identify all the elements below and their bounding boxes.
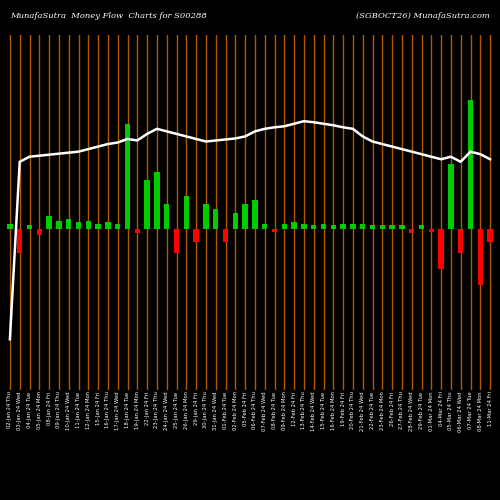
Bar (272, 228, 277, 232)
Bar (184, 196, 189, 228)
Bar (399, 226, 404, 228)
Bar (252, 200, 258, 228)
Bar (301, 224, 306, 228)
Bar (390, 226, 395, 228)
Bar (232, 212, 238, 228)
Bar (380, 226, 385, 228)
Text: (SGBOCT26) MunafaSutra.com: (SGBOCT26) MunafaSutra.com (356, 12, 490, 20)
Bar (438, 228, 444, 269)
Text: MunafaSutra  Money Flow  Charts for S00288: MunafaSutra Money Flow Charts for S00288 (10, 12, 207, 20)
Bar (262, 224, 268, 228)
Bar (458, 228, 464, 253)
Bar (17, 228, 22, 253)
Bar (282, 224, 287, 228)
Bar (488, 228, 493, 241)
Bar (66, 219, 71, 228)
Bar (203, 204, 208, 229)
Bar (7, 224, 12, 228)
Bar (46, 216, 52, 228)
Bar (115, 224, 120, 228)
Bar (223, 228, 228, 241)
Bar (56, 220, 62, 228)
Bar (340, 224, 346, 228)
Bar (125, 124, 130, 228)
Bar (164, 204, 170, 229)
Bar (321, 224, 326, 228)
Bar (76, 222, 81, 228)
Bar (370, 226, 375, 228)
Bar (96, 224, 101, 228)
Bar (105, 222, 110, 228)
Bar (242, 204, 248, 229)
Bar (409, 228, 414, 234)
Bar (174, 228, 179, 253)
Bar (292, 222, 297, 228)
Bar (350, 224, 356, 228)
Bar (360, 224, 366, 228)
Bar (419, 226, 424, 228)
Bar (194, 228, 199, 241)
Bar (144, 180, 150, 228)
Bar (448, 164, 454, 228)
Bar (468, 100, 473, 228)
Bar (36, 228, 42, 235)
Bar (428, 228, 434, 232)
Bar (478, 228, 483, 285)
Bar (86, 220, 91, 228)
Bar (154, 172, 160, 229)
Bar (311, 226, 316, 228)
Bar (134, 228, 140, 234)
Bar (27, 226, 32, 228)
Bar (213, 210, 218, 229)
Bar (330, 226, 336, 228)
